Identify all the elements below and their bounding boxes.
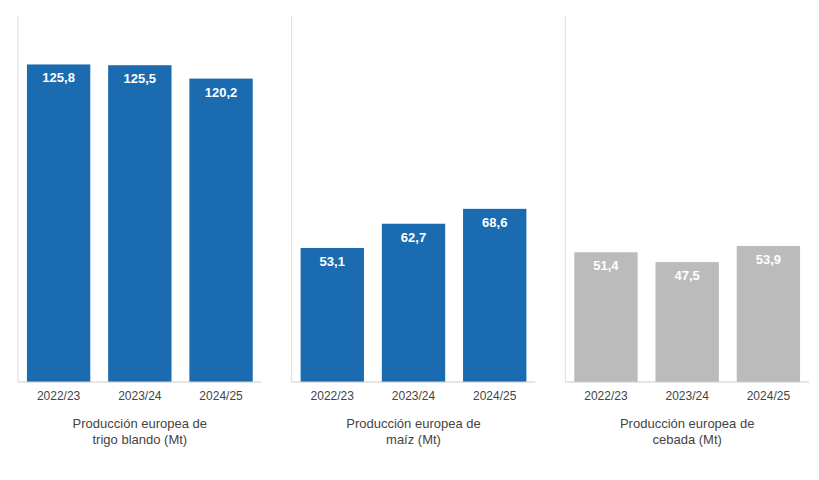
bar [463,209,526,382]
y-axis-line [291,16,292,382]
label-line: Producción europea de [73,416,207,431]
label-line: cebada (Mt) [652,432,721,447]
data-label: 62,7 [401,230,426,245]
bar [27,64,90,382]
bars [301,209,527,382]
data-label: 47,5 [675,268,700,283]
bar [189,79,252,382]
x-axis-label: Producción europea demaíz (Mt) [346,416,480,447]
bar [382,224,445,382]
x-tick-label: 2023/24 [392,389,436,403]
bar [655,262,718,382]
data-label: 125,8 [42,70,75,85]
data-label: 68,6 [482,215,507,230]
x-tick-label: 2024/25 [199,389,243,403]
bars [27,64,253,382]
label-line: Producción europea de [346,416,480,431]
bar [574,252,637,382]
data-label: 51,4 [593,258,619,273]
bars [574,246,800,382]
x-axis-line [18,382,262,383]
data-label: 53,1 [320,254,345,269]
x-axis-label: Producción europea decebada (Mt) [620,416,754,447]
data-label: 125,5 [124,71,157,86]
x-tick-label: 2023/24 [118,389,162,403]
x-tick-label: 2024/25 [473,389,517,403]
x-axis-line [292,382,536,383]
x-tick-label: 2023/24 [665,389,709,403]
panel: 53,1 2022/23 62,7 2023/24 68,6 2024/25 Producc… [292,16,536,447]
label-line: trigo blando (Mt) [93,432,188,447]
chart: 125,8 2022/23 125,5 2023/24 120,2 2024/25 Prod… [0,0,819,480]
x-tick-label: 2022/23 [311,389,355,403]
data-label: 53,9 [756,252,781,267]
label-line: maíz (Mt) [386,432,441,447]
x-tick-label: 2022/23 [584,389,628,403]
bar [301,248,364,382]
bar [737,246,800,382]
y-axis-line [18,16,19,382]
bar [108,65,171,382]
x-axis-line [565,382,809,383]
label-line: Producción europea de [620,416,754,431]
data-label: 120,2 [205,85,238,100]
y-axis-line [565,16,566,382]
x-tick-label: 2024/25 [747,389,791,403]
panel: 125,8 2022/23 125,5 2023/24 120,2 2024/25 Prod… [18,16,262,447]
x-axis-label: Producción europea detrigo blando (Mt) [73,416,207,447]
x-tick-label: 2022/23 [37,389,81,403]
panel: 51,4 2022/23 47,5 2023/24 53,9 2024/25 Producc… [565,16,809,447]
